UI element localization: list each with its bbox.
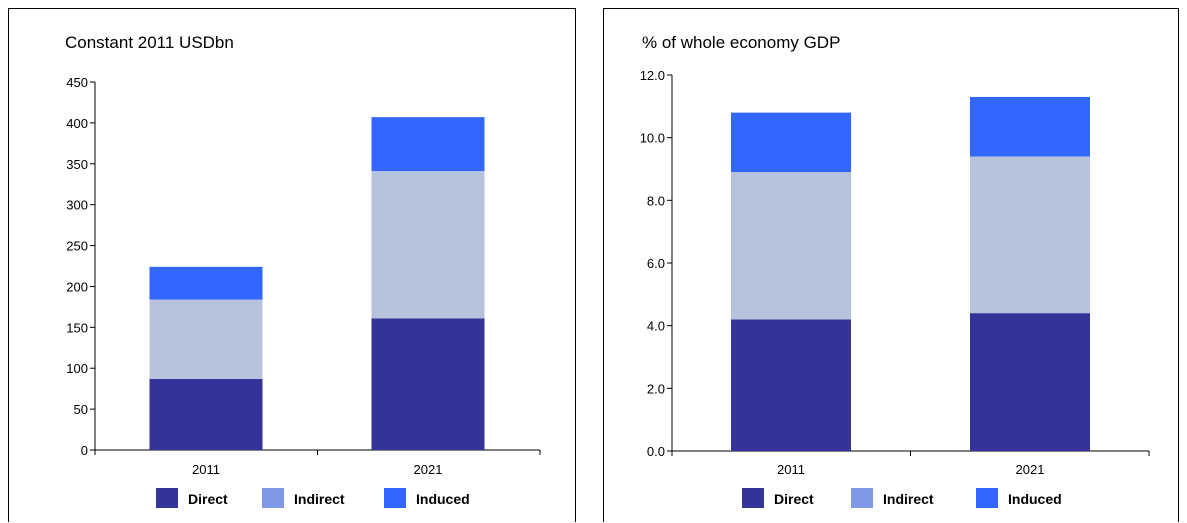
legend-swatch-indirect — [262, 488, 284, 508]
y-tick-label: 300 — [66, 198, 88, 213]
legend-label-induced: Induced — [416, 491, 470, 507]
bar-indirect-2011 — [731, 172, 851, 320]
x-tick-label: 2011 — [777, 462, 805, 477]
y-tick-label: 0 — [81, 443, 88, 458]
bar-direct-2021 — [371, 318, 485, 450]
y-tick-label: 8.0 — [647, 193, 665, 208]
bar-induced-2021 — [371, 117, 485, 172]
y-tick-label: 150 — [66, 320, 88, 335]
chart-title: Constant 2011 USDbn — [65, 33, 234, 52]
x-tick-label: 2021 — [414, 462, 443, 477]
legend-swatch-induced — [976, 488, 998, 508]
x-tick-label: 2011 — [192, 462, 220, 477]
bar-induced-2021 — [970, 96, 1090, 157]
chart-panel-usd: Constant 2011 USDbn 0 50 100 150 200 250 300 350… — [8, 8, 576, 522]
chart-panel-gdp-share: % of whole economy GDP 0.0 2.0 4.0 6.0 8.0 10.… — [603, 8, 1179, 522]
legend-label-induced: Induced — [1008, 491, 1062, 507]
y-tick-label: 50 — [74, 402, 88, 417]
x-tick-label: 2021 — [1016, 462, 1045, 477]
legend-swatch-induced — [384, 488, 406, 508]
y-tick-label: 400 — [66, 116, 88, 131]
y-tick-label: 0.0 — [647, 444, 665, 459]
y-tick-label: 4.0 — [647, 319, 665, 334]
bar-direct-2011 — [149, 378, 263, 450]
y-tick-label: 100 — [66, 361, 88, 376]
y-tick-label: 450 — [66, 75, 88, 90]
bar-indirect-2021 — [371, 171, 485, 319]
chart-title: % of whole economy GDP — [642, 33, 840, 52]
legend-label-direct: Direct — [188, 491, 228, 507]
chart-usd: Constant 2011 USDbn 0 50 100 150 200 250 300 350… — [65, 33, 541, 508]
legend-swatch-indirect — [851, 488, 873, 508]
bar-indirect-2011 — [149, 299, 263, 379]
legend-swatch-direct — [156, 488, 178, 508]
legend-label-direct: Direct — [774, 491, 814, 507]
legend-label-indirect: Indirect — [294, 491, 345, 507]
bar-induced-2011 — [731, 112, 851, 173]
y-tick-label: 200 — [66, 279, 88, 294]
bar-induced-2011 — [149, 266, 263, 300]
y-tick-label: 350 — [66, 157, 88, 172]
bar-direct-2011 — [731, 319, 851, 451]
y-tick-label: 2.0 — [647, 381, 665, 396]
legend-swatch-direct — [742, 488, 764, 508]
bar-direct-2021 — [970, 313, 1090, 451]
y-tick-label: 10.0 — [640, 131, 665, 146]
chart-gdp-share: % of whole economy GDP 0.0 2.0 4.0 6.0 8.0 10.… — [640, 33, 1150, 508]
legend-label-indirect: Indirect — [883, 491, 934, 507]
y-tick-label: 250 — [66, 239, 88, 254]
y-tick-label: 6.0 — [647, 256, 665, 271]
bar-indirect-2021 — [970, 156, 1090, 314]
y-tick-label: 12.0 — [640, 68, 665, 83]
